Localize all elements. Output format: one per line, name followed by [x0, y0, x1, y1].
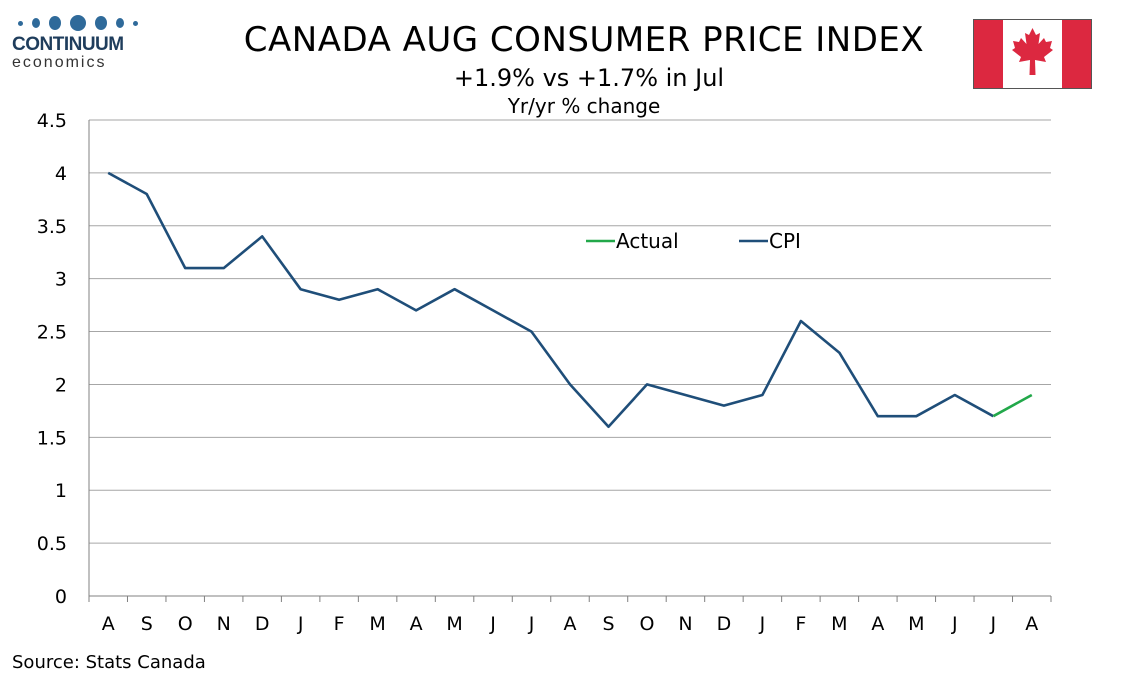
logo-subtitle: economics — [12, 54, 107, 71]
x-tick-label: F — [334, 613, 345, 635]
y-tick-label: 3 — [55, 269, 67, 291]
x-tick-label: M — [446, 613, 462, 635]
y-tick-label: 0.5 — [37, 533, 67, 555]
x-tick-label: A — [410, 613, 423, 635]
x-tick-label: A — [871, 613, 884, 635]
y-tick-label: 1.5 — [37, 427, 67, 449]
legend-label: CPI — [769, 229, 801, 253]
logo-name: CONTINUUM — [12, 34, 124, 55]
x-tick-label: M — [831, 613, 847, 635]
x-tick-label: A — [1025, 613, 1038, 635]
canada-flag-icon — [973, 19, 1092, 89]
x-tick-label: N — [678, 613, 692, 635]
x-tick-label: N — [217, 613, 231, 635]
legend-label: Actual — [616, 229, 679, 253]
x-tick-label: J — [989, 613, 996, 635]
x-tick-label: D — [717, 613, 732, 635]
continuum-logo: CONTINUUM economics — [12, 14, 142, 76]
series-line-cpi — [107, 171, 994, 429]
logo-dots — [12, 14, 142, 32]
y-tick-label: 3.5 — [37, 216, 67, 238]
x-tick-label: D — [255, 613, 270, 635]
chart-units-note: Yr/yr % change — [507, 94, 661, 118]
x-tick-label: J — [528, 613, 535, 635]
x-tick-label: M — [369, 613, 385, 635]
y-tick-label: 2.5 — [37, 322, 67, 344]
x-tick-label: S — [602, 613, 614, 635]
x-tick-label: O — [639, 613, 654, 635]
y-tick-label: 1 — [55, 480, 67, 502]
x-tick-label: A — [102, 613, 115, 635]
x-tick-label: F — [795, 613, 806, 635]
y-tick-label: 4 — [55, 163, 67, 185]
x-tick-label: J — [759, 613, 766, 635]
x-tick-label: S — [141, 613, 153, 635]
chart-subtitle: +1.9% vs +1.7% in Jul — [453, 64, 725, 92]
x-tick-label: J — [489, 613, 496, 635]
x-tick-label: A — [564, 613, 577, 635]
x-tick-label: J — [951, 613, 958, 635]
chart-title: CANADA AUG CONSUMER PRICE INDEX — [243, 20, 925, 60]
y-tick-label: 0 — [55, 586, 67, 608]
y-tick-label: 2 — [55, 374, 67, 396]
x-tick-label: M — [908, 613, 924, 635]
source-note: Source: Stats Canada — [12, 652, 206, 673]
y-tick-label: 4.5 — [37, 110, 67, 132]
series-line-actual — [992, 393, 1033, 418]
x-tick-label: J — [297, 613, 304, 635]
x-tick-label: O — [178, 613, 193, 635]
